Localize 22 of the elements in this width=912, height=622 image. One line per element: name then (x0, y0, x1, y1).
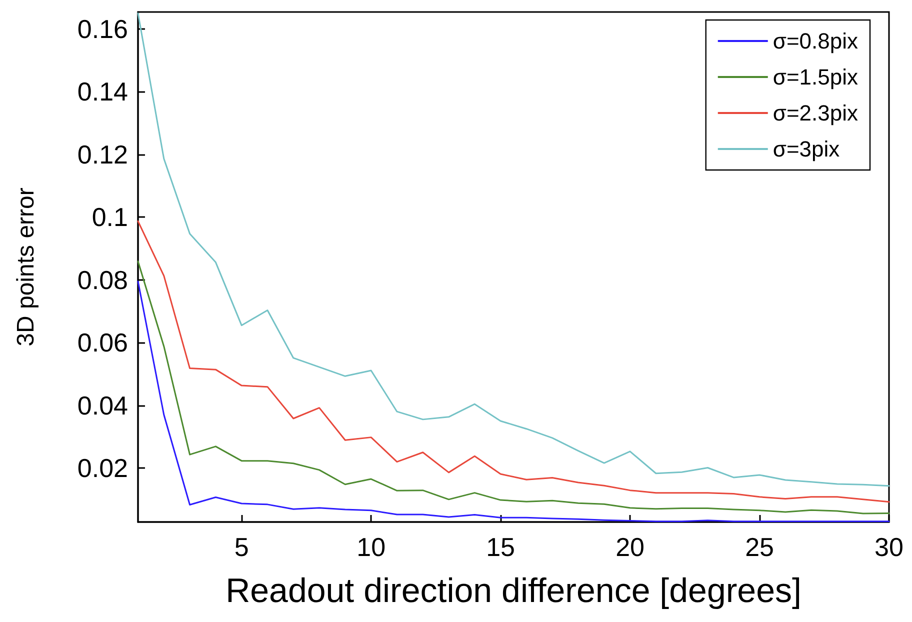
legend-label: σ=2.3pix (772, 100, 858, 126)
x-tick-label: 10 (356, 532, 386, 562)
x-tick-label: 25 (745, 532, 774, 562)
y-tick-label: 0.08 (77, 264, 128, 295)
line-series (137, 12, 890, 487)
y-axis-title: 3D points error (12, 188, 40, 346)
y-tick-label: 0.02 (77, 453, 128, 484)
x-tick-label: 5 (234, 532, 249, 562)
y-tick-label: 0.1 (92, 202, 128, 232)
legend-label: σ=3pix (772, 136, 840, 162)
legend-label: σ=1.5pix (772, 64, 858, 90)
x-tick-label: 15 (486, 532, 516, 562)
y-tick-label: 0.06 (77, 328, 128, 358)
y-tick-label: 0.12 (77, 139, 128, 170)
x-tick-label: 20 (616, 532, 644, 562)
y-tick-label: 0.04 (77, 390, 128, 420)
line-series (137, 220, 890, 503)
legend-label: σ=0.8pix (772, 28, 858, 54)
x-tick-label: 30 (874, 532, 904, 562)
y-tick-label: 0.14 (77, 76, 128, 107)
x-axis-title: Readout direction difference [degrees] (226, 572, 802, 610)
y-tick-label: 0.16 (77, 14, 128, 44)
